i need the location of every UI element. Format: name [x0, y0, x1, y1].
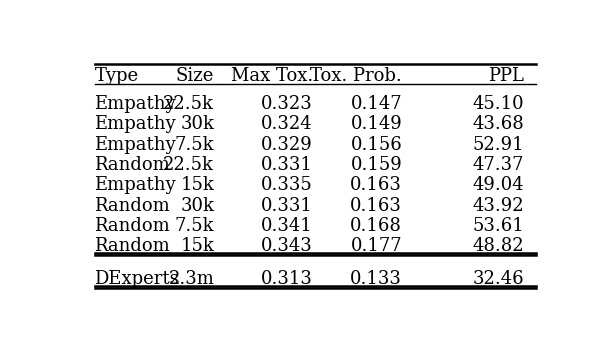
Text: 49.04: 49.04	[473, 176, 524, 194]
Text: Random: Random	[95, 197, 170, 215]
Text: DExperts: DExperts	[95, 270, 179, 289]
Text: 0.313: 0.313	[261, 270, 313, 289]
Text: 0.156: 0.156	[350, 136, 402, 154]
Text: 0.177: 0.177	[350, 237, 402, 256]
Text: 48.82: 48.82	[473, 237, 524, 256]
Text: 2.3m: 2.3m	[168, 270, 215, 289]
Text: Max Tox.: Max Tox.	[231, 67, 313, 85]
Text: Empathy: Empathy	[95, 115, 176, 133]
Text: Empathy: Empathy	[95, 136, 176, 154]
Text: 0.159: 0.159	[350, 156, 402, 174]
Text: Random: Random	[95, 237, 170, 256]
Text: 45.10: 45.10	[473, 95, 524, 113]
Text: 43.92: 43.92	[473, 197, 524, 215]
Text: 0.324: 0.324	[261, 115, 313, 133]
Text: 0.323: 0.323	[261, 95, 313, 113]
Text: 15k: 15k	[181, 237, 215, 256]
Text: 0.168: 0.168	[350, 217, 402, 235]
Text: 30k: 30k	[181, 115, 215, 133]
Text: Size: Size	[176, 67, 215, 85]
Text: Empathy: Empathy	[95, 95, 176, 113]
Text: 22.5k: 22.5k	[163, 95, 215, 113]
Text: 0.163: 0.163	[350, 197, 402, 215]
Text: 0.331: 0.331	[261, 197, 313, 215]
Text: Type: Type	[95, 67, 139, 85]
Text: 0.331: 0.331	[261, 156, 313, 174]
Text: 15k: 15k	[181, 176, 215, 194]
Text: 32.46: 32.46	[473, 270, 524, 289]
Text: 0.149: 0.149	[350, 115, 402, 133]
Text: 7.5k: 7.5k	[175, 217, 215, 235]
Text: 43.68: 43.68	[473, 115, 524, 133]
Text: 52.91: 52.91	[473, 136, 524, 154]
Text: Random: Random	[95, 217, 170, 235]
Text: 7.5k: 7.5k	[175, 136, 215, 154]
Text: 0.343: 0.343	[261, 237, 313, 256]
Text: 0.147: 0.147	[350, 95, 402, 113]
Text: 47.37: 47.37	[473, 156, 524, 174]
Text: 0.341: 0.341	[261, 217, 313, 235]
Text: 53.61: 53.61	[473, 217, 524, 235]
Text: Random: Random	[95, 156, 170, 174]
Text: 0.329: 0.329	[261, 136, 313, 154]
Text: 0.133: 0.133	[350, 270, 402, 289]
Text: Tox. Prob.: Tox. Prob.	[310, 67, 402, 85]
Text: 0.163: 0.163	[350, 176, 402, 194]
Text: 22.5k: 22.5k	[163, 156, 215, 174]
Text: 30k: 30k	[181, 197, 215, 215]
Text: 0.335: 0.335	[261, 176, 313, 194]
Text: PPL: PPL	[488, 67, 524, 85]
Text: Empathy: Empathy	[95, 176, 176, 194]
